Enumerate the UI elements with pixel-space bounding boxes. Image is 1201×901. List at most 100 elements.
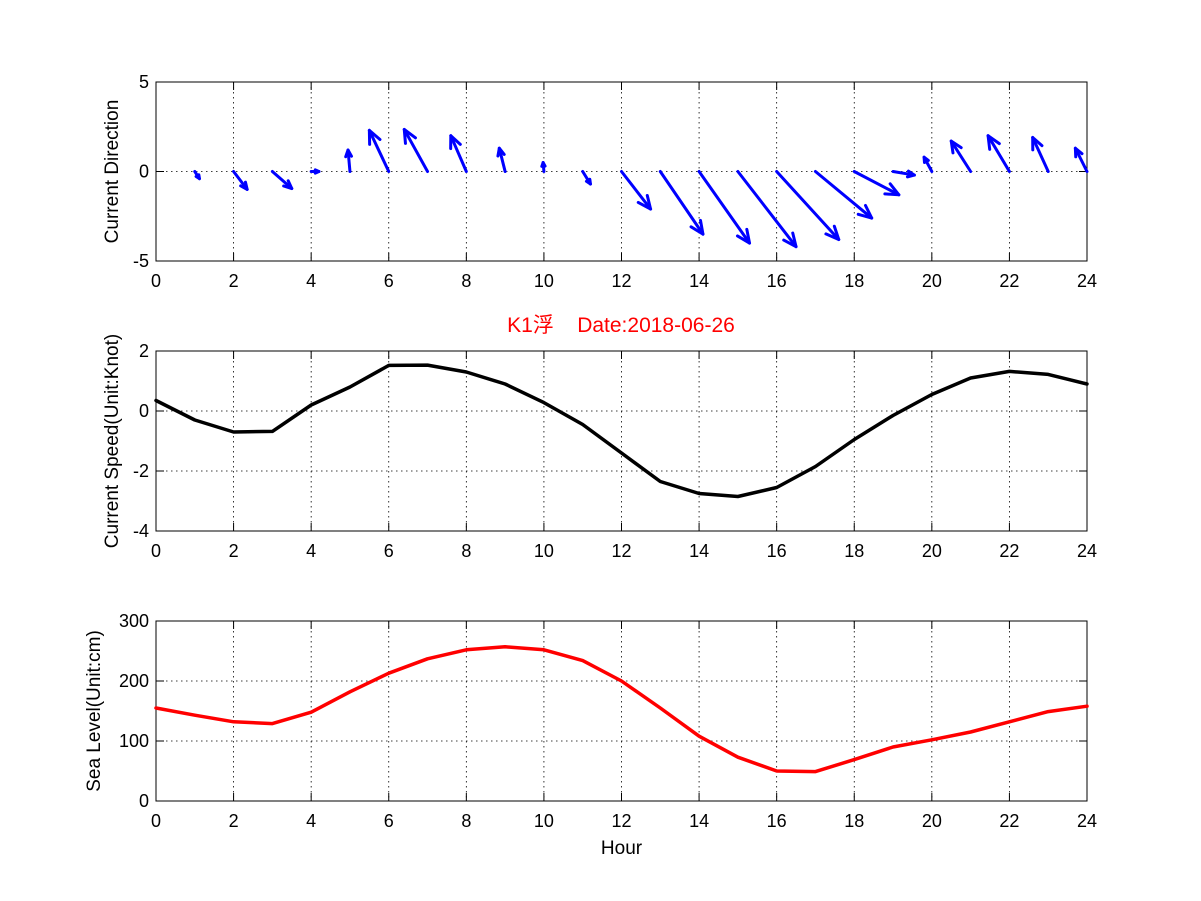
arrow-head (824, 224, 841, 242)
arrow-shaft (232, 170, 249, 191)
arrow-head (584, 177, 592, 186)
y-tick-label: 200 (119, 671, 149, 691)
x-tick-label: 16 (767, 271, 787, 291)
x-tick-label: 12 (611, 541, 631, 561)
x-tick-label: 2 (229, 541, 239, 561)
arrow-head (905, 169, 916, 179)
x-tick-label: 24 (1077, 271, 1097, 291)
y-tick-label: 0 (139, 162, 149, 182)
current-arrow (540, 161, 547, 173)
arrow-shaft (270, 170, 294, 191)
x-tick-label: 0 (151, 271, 161, 291)
x-tick-label: 4 (306, 541, 316, 561)
arrow-head (689, 218, 705, 236)
x-tick-label: 8 (461, 541, 471, 561)
arrow-head (1031, 135, 1044, 152)
x-tick-label: 14 (689, 271, 709, 291)
x-tick-label: 12 (611, 811, 631, 831)
current-arrow (581, 170, 592, 186)
current-arrow (813, 170, 874, 220)
x-tick-label: 0 (151, 541, 161, 561)
series-line (154, 363, 1089, 499)
y-tick-label: 5 (139, 72, 149, 92)
x-tick-label: 20 (922, 811, 942, 831)
y-tick-label: 2 (139, 341, 149, 361)
arrow-head (313, 168, 321, 175)
arrow-head (922, 155, 930, 165)
arrow-head (883, 182, 901, 197)
arrow-shaft (497, 146, 507, 173)
arrow-head (367, 128, 382, 146)
arrow-shaft (697, 170, 752, 245)
arrow-head (239, 180, 249, 191)
current-arrow (891, 169, 916, 179)
arrow-head (449, 134, 462, 151)
x-tick-label: 18 (844, 271, 864, 291)
x-tick-label: 10 (534, 811, 554, 831)
x-tick-label: 18 (844, 541, 864, 561)
y-axis-label: Sea Level(Unit:cm) (84, 630, 105, 792)
arrow-shaft (449, 134, 468, 173)
x-tick-label: 20 (922, 541, 942, 561)
arrow-head (986, 134, 1001, 151)
x-tick-label: 24 (1077, 811, 1097, 831)
arrow-head (194, 173, 201, 181)
y-tick-label: 0 (139, 791, 149, 811)
y-tick-label: 100 (119, 731, 149, 751)
arrow-shaft (402, 127, 430, 173)
current-arrow (1031, 135, 1050, 173)
current-arrow (922, 155, 934, 173)
arrow-shaft (658, 170, 705, 236)
x-tick-label: 16 (767, 811, 787, 831)
arrow-shaft (736, 170, 798, 249)
x-tick-label: 22 (999, 271, 1019, 291)
current-arrow (193, 170, 201, 181)
x-tick-label: 16 (767, 541, 787, 561)
arrow-head (1073, 146, 1084, 159)
y-axis-label: Current Speed(Unit:Knot) (102, 334, 123, 548)
y-axis-label: Current Direction (102, 100, 123, 244)
arrow-head (540, 161, 547, 168)
y-tick-label: 300 (119, 611, 149, 631)
x-tick-label: 8 (461, 811, 471, 831)
x-tick-label: 24 (1077, 541, 1097, 561)
arrow-head (949, 139, 963, 155)
arrow-shaft (949, 139, 973, 173)
x-axis-label: Hour (601, 838, 643, 859)
current-arrow (270, 170, 294, 191)
arrow-shaft (1073, 146, 1089, 173)
arrow-shaft (1031, 135, 1050, 173)
x-tick-label: 14 (689, 811, 709, 831)
x-tick-label: 12 (611, 271, 631, 291)
current-arrow (402, 127, 430, 173)
current-arrow (949, 139, 973, 173)
arrow-shaft (852, 170, 901, 197)
x-tick-label: 22 (999, 541, 1019, 561)
quiver-arrows (193, 127, 1089, 249)
x-tick-label: 14 (689, 541, 709, 561)
current-arrow (367, 128, 391, 173)
x-tick-label: 0 (151, 811, 161, 831)
x-tick-label: 4 (306, 271, 316, 291)
x-tick-label: 10 (534, 271, 554, 291)
y-tick-label: -5 (133, 251, 149, 271)
arrow-head (735, 227, 752, 245)
current-arrow (775, 170, 841, 242)
x-tick-label: 18 (844, 811, 864, 831)
x-tick-label: 20 (922, 271, 942, 291)
x-tick-label: 10 (534, 541, 554, 561)
figure-title: K1浮 Date:2018-06-26 (507, 314, 735, 337)
x-tick-label: 2 (229, 811, 239, 831)
arrow-shaft (367, 128, 391, 173)
current-arrow (309, 168, 321, 175)
x-tick-label: 4 (306, 811, 316, 831)
current-arrow (736, 170, 798, 249)
arrow-head (496, 146, 506, 158)
arrow-shaft (775, 170, 841, 242)
y-tick-label: -4 (133, 521, 149, 541)
arrow-head (344, 148, 353, 159)
